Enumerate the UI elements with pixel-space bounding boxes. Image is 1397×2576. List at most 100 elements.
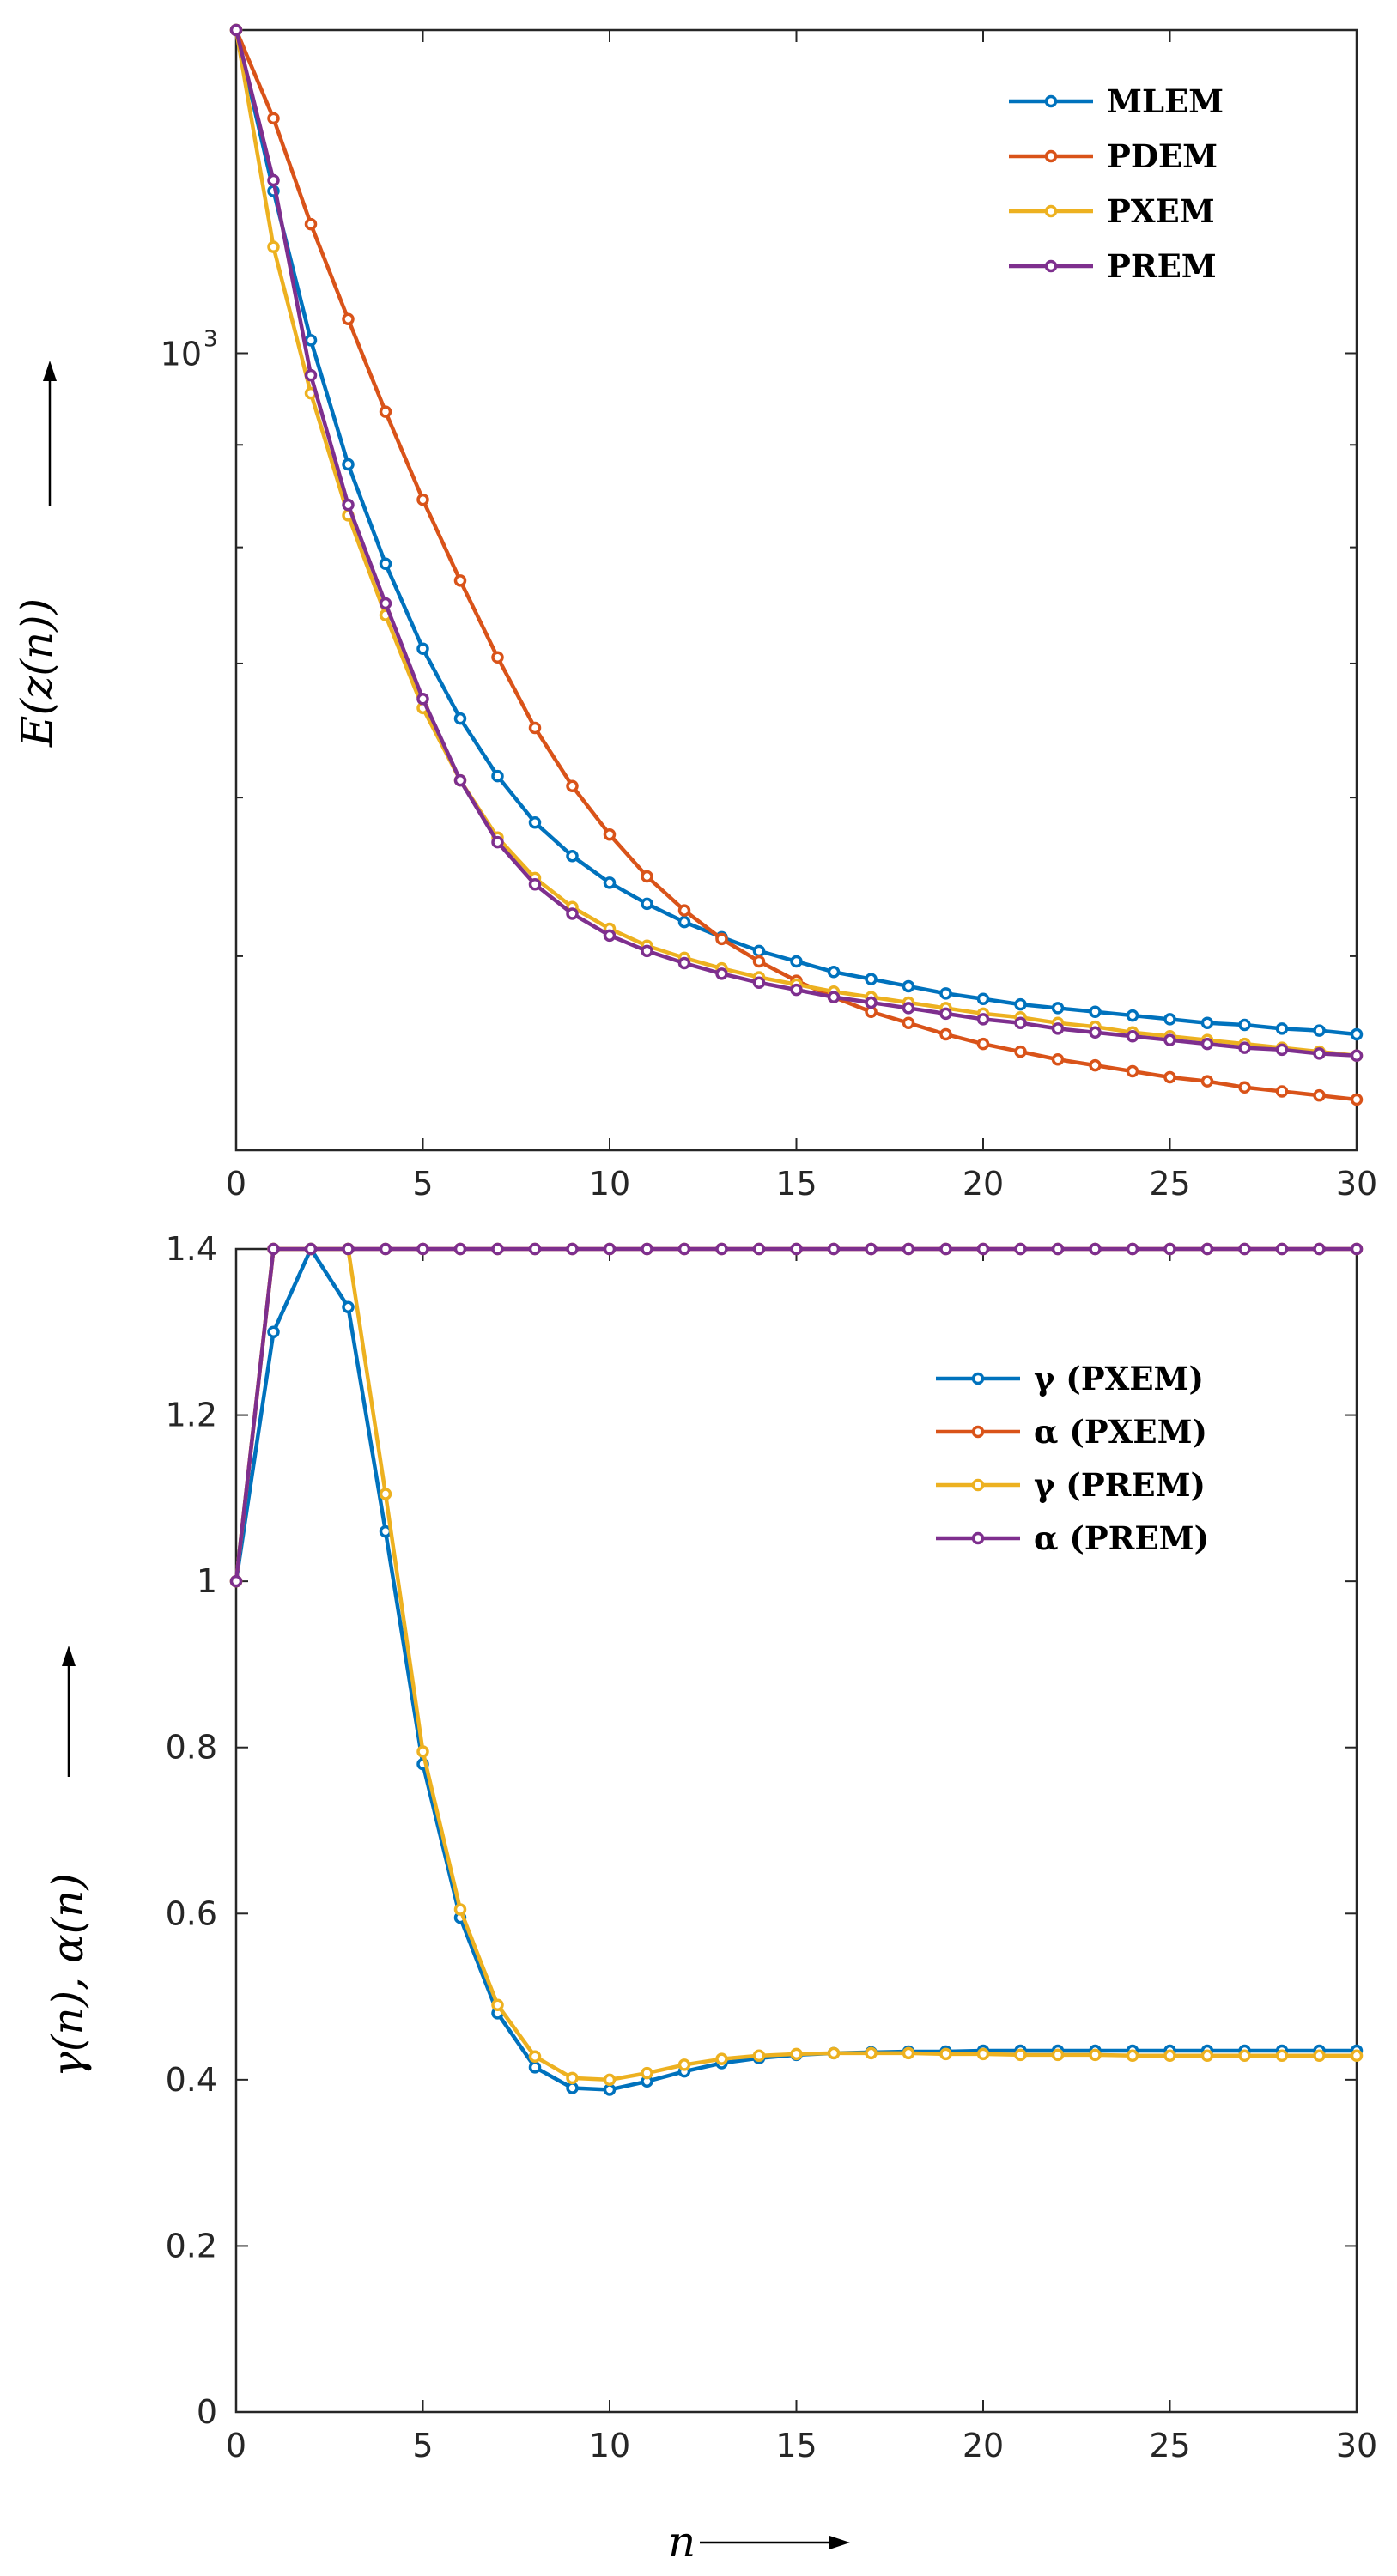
data-point: [939, 1027, 952, 1041]
data-point: [528, 2050, 542, 2064]
data-point: [379, 1242, 392, 1256]
legend-swatch-marker: [971, 1478, 985, 1492]
factor-legend: γ (PXEM) α (PXEM) γ (PREM) α (PREM): [936, 1360, 1209, 1557]
y-tick-label-exponent: 3: [203, 327, 218, 353]
y-tick-label-base: 10: [161, 336, 202, 373]
data-point: [865, 2046, 878, 2060]
data-point: [566, 1242, 579, 1256]
factor-x-label: n: [668, 2517, 695, 2567]
legend-swatch-marker: [1044, 94, 1058, 108]
data-point: [641, 2066, 653, 2080]
data-point: [304, 334, 318, 347]
data-point: [342, 1300, 355, 1313]
data-point: [453, 574, 467, 587]
data-point: [641, 1242, 653, 1256]
data-point: [1126, 1064, 1139, 1078]
data-point: [1238, 2049, 1251, 2063]
data-point: [641, 897, 653, 911]
data-point: [603, 1242, 617, 1256]
data-point: [379, 405, 392, 418]
data-point: [902, 1002, 915, 1015]
data-point: [379, 597, 392, 610]
data-point: [677, 915, 691, 929]
legend-label: γ (PXEM): [1034, 1360, 1204, 1397]
x-tick-label: 10: [589, 1165, 630, 1203]
data-point: [976, 1037, 990, 1051]
data-point: [790, 1242, 803, 1256]
factor-panel: 0 5 10 15 20 25 30 0 0.2 0.4 0.6 0.8 1 1.2 1.4 γ (PXEM…: [43, 1230, 1377, 2567]
data-point: [1014, 997, 1027, 1011]
data-point: [790, 983, 803, 997]
data-point: [267, 240, 280, 253]
data-point: [865, 1242, 878, 1256]
data-point: [1350, 1093, 1364, 1106]
data-point: [1200, 1037, 1214, 1051]
factor-x-axis-label: n: [668, 2517, 850, 2567]
data-point: [416, 493, 429, 506]
data-point: [1014, 1016, 1027, 1030]
data-point: [1350, 1049, 1364, 1062]
y-tick-label: 1: [197, 1562, 217, 1600]
data-point: [1051, 1242, 1065, 1256]
data-point: [1313, 1047, 1326, 1060]
data-point: [1313, 1024, 1326, 1037]
data-point: [1163, 1033, 1176, 1046]
data-point: [752, 944, 766, 958]
factor-y-arrow-head: [62, 1646, 76, 1666]
data-point: [865, 973, 878, 985]
x-tick-label: 25: [1149, 1165, 1190, 1203]
x-tick-label: 15: [775, 2427, 817, 2464]
energy-y-axis-label: E(z(n)): [12, 361, 62, 748]
data-point: [416, 642, 429, 655]
data-point: [603, 2073, 617, 2087]
data-point: [715, 967, 728, 980]
data-point: [1014, 1045, 1027, 1058]
data-point: [715, 1242, 728, 1256]
x-tick-label: 5: [412, 2427, 433, 2464]
data-point: [566, 779, 579, 792]
legend-label: α (PREM): [1034, 1519, 1209, 1557]
data-point: [1089, 1026, 1102, 1039]
data-point: [677, 956, 691, 970]
data-point: [1163, 1070, 1176, 1084]
data-point: [416, 1745, 429, 1758]
data-point: [379, 557, 392, 571]
data-point: [1126, 1029, 1139, 1043]
data-point: [603, 876, 617, 889]
data-point: [1163, 1013, 1176, 1026]
data-point: [976, 2047, 990, 2061]
data-point: [1200, 2049, 1214, 2063]
legend-label: PXEM: [1107, 192, 1215, 230]
x-tick-label: 20: [963, 2427, 1004, 2464]
data-point: [752, 976, 766, 990]
data-point: [790, 2047, 803, 2061]
legend-swatch-marker: [1044, 259, 1058, 273]
data-point: [304, 217, 318, 231]
data-point: [1014, 1242, 1027, 1256]
data-point: [304, 1242, 318, 1256]
data-point: [902, 1016, 915, 1030]
x-tick-label: 30: [1336, 2427, 1377, 2464]
x-tick-label: 30: [1336, 1165, 1377, 1203]
data-point: [1163, 2049, 1176, 2063]
y-tick-label: 0.2: [166, 2227, 217, 2264]
data-point: [1051, 1002, 1065, 1015]
x-tick-label: 15: [775, 1165, 817, 1203]
data-point: [566, 907, 579, 920]
data-point: [1238, 1018, 1251, 1032]
data-point: [453, 1903, 467, 1916]
data-point: [603, 828, 617, 841]
data-point: [1238, 1041, 1251, 1054]
data-point: [752, 955, 766, 968]
factor-x-arrow-head: [829, 2536, 850, 2549]
data-point: [342, 312, 355, 326]
data-point: [677, 1242, 691, 1256]
data-point: [1313, 1242, 1326, 1256]
data-point: [1200, 1075, 1214, 1088]
data-point: [976, 992, 990, 1005]
data-point: [939, 987, 952, 1000]
energy-y-arrow-head: [43, 361, 57, 381]
data-point: [453, 712, 467, 725]
data-point: [1126, 1009, 1139, 1022]
